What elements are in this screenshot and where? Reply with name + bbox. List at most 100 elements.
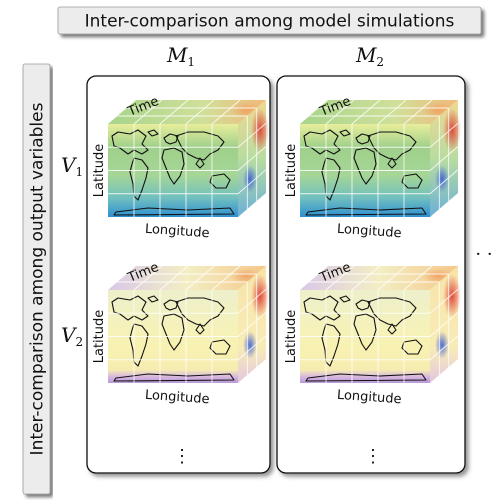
continent-outline (305, 207, 427, 216)
continent-outline (367, 131, 417, 161)
grid-line (133, 99, 163, 125)
world-map (111, 129, 235, 216)
grid-line (237, 335, 267, 361)
grid-line (429, 335, 459, 361)
longitude-axis-label: Longitude (336, 222, 402, 241)
model-label-m2: M2 (355, 43, 384, 69)
grid-line (133, 265, 163, 291)
grid-line (403, 265, 433, 291)
side-banner-box (22, 63, 51, 495)
continent-outline (163, 133, 179, 145)
continent-outline (355, 133, 371, 145)
continent-outline (353, 147, 377, 185)
world-map (303, 129, 427, 216)
longitude-axis-label: Longitude (336, 388, 402, 407)
continent-outline (175, 297, 225, 327)
grid-line (159, 99, 189, 125)
latitude-axis-label: Latitude (284, 310, 299, 364)
grid-line (185, 99, 215, 125)
continent-outline (113, 373, 235, 382)
grid-line (211, 99, 241, 125)
continent-outline (321, 157, 341, 201)
continent-outline (147, 129, 159, 137)
variable-label-v2: V2 (61, 323, 83, 349)
cube-top-face (108, 100, 266, 124)
longitude-axis-label: Longitude (144, 222, 210, 241)
more-rows-dots-m1: ⋮ (173, 446, 191, 467)
continent-outline (195, 323, 205, 335)
grid-line (185, 265, 215, 291)
grid-line (429, 312, 459, 337)
top-banner: Inter-comparison among model simulations (57, 6, 482, 35)
variable-label-v1: V1 (61, 153, 83, 179)
continent-outline (129, 323, 149, 367)
model-label-m1: M1 (166, 43, 195, 69)
grid-line (325, 265, 355, 291)
grid-line (429, 146, 459, 171)
continent-outline (147, 295, 159, 303)
continent-outline (161, 313, 185, 351)
side-banner-text: Inter-comparison among output variables (28, 102, 48, 455)
continent-outline (175, 131, 225, 161)
cube-top-face (300, 100, 458, 124)
grid-line (351, 265, 381, 291)
continent-outline (387, 323, 397, 335)
side-banner: Inter-comparison among output variables (22, 63, 51, 495)
side-warm-spot (443, 108, 461, 152)
latitude-axis-label: Latitude (92, 310, 107, 364)
continent-outline (355, 299, 371, 311)
continent-outline (303, 129, 341, 155)
grid-line (429, 122, 459, 148)
grid-line (237, 288, 267, 314)
continent-outline (113, 207, 235, 216)
more-columns-dots: · · (475, 244, 492, 265)
continent-outline (129, 157, 149, 201)
cube-top-face (300, 266, 458, 290)
world-map (111, 295, 235, 382)
continent-outline (339, 129, 351, 137)
top-banner-box (57, 6, 482, 35)
grid-line (237, 122, 267, 148)
longitude-axis-label: Longitude (144, 388, 210, 407)
side-warm-spot (251, 274, 269, 318)
continent-outline (161, 147, 185, 185)
latitude-axis-label: Latitude (92, 144, 107, 198)
continent-outline (305, 373, 427, 382)
continent-outline (209, 173, 231, 189)
grid-line (211, 265, 241, 291)
continent-outline (321, 323, 341, 367)
continent-outline (401, 173, 423, 189)
side-warm-spot (443, 274, 461, 318)
cube-top-face (108, 266, 266, 290)
more-rows-dots-m2: ⋮ (364, 446, 382, 467)
grid-line (429, 288, 459, 314)
grid-line (325, 99, 355, 125)
grid-line (237, 312, 267, 337)
continent-outline (353, 313, 377, 351)
continent-outline (339, 295, 351, 303)
continent-outline (111, 295, 149, 321)
continent-outline (111, 129, 149, 155)
grid-line (237, 169, 267, 195)
continent-outline (209, 339, 231, 355)
grid-line (237, 146, 267, 171)
grid-line (403, 99, 433, 125)
continent-outline (195, 157, 205, 169)
continent-outline (303, 295, 341, 321)
grid-line (159, 265, 189, 291)
continent-outline (387, 157, 397, 169)
continent-outline (401, 339, 423, 355)
continent-outline (163, 299, 179, 311)
top-banner-text: Inter-comparison among model simulations (85, 12, 455, 32)
side-warm-spot (251, 108, 269, 152)
continent-outline (367, 297, 417, 327)
grid-line (351, 99, 381, 125)
grid-line (377, 99, 407, 125)
latitude-axis-label: Latitude (284, 144, 299, 198)
grid-line (377, 265, 407, 291)
grid-line (429, 169, 459, 195)
